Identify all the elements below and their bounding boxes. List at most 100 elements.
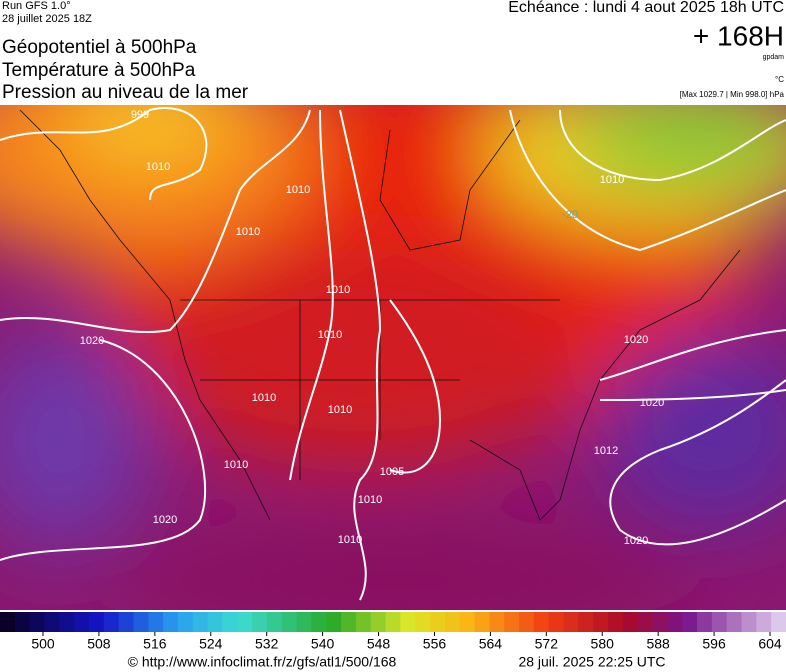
colorbar-swatch bbox=[222, 612, 238, 632]
forecast-time: Echéance : lundi 4 aout 2025 18h UTC bbox=[508, 0, 784, 16]
colorbar-swatch bbox=[326, 612, 342, 632]
colorbar-tick-label: 500 bbox=[31, 636, 55, 652]
colorbar-swatch bbox=[192, 612, 209, 632]
isobar-label: 1010 bbox=[358, 494, 382, 506]
source-url: © http://www.infoclimat.fr/z/gfs/atl1/50… bbox=[128, 654, 397, 670]
unit-gpdam: gpdam bbox=[763, 54, 785, 61]
colorbar-swatch bbox=[385, 612, 401, 632]
colorbar-swatch bbox=[756, 612, 772, 632]
colorbar-swatch bbox=[741, 612, 757, 632]
isobar-label: 1010 bbox=[224, 459, 248, 471]
colorbar-tick-label: 516 bbox=[143, 636, 167, 652]
colorbar-swatch bbox=[578, 612, 594, 632]
isobar-label: 1020 bbox=[624, 535, 648, 547]
colorbar-swatch bbox=[74, 612, 90, 632]
unit-temp: °C bbox=[775, 75, 784, 84]
colorbar-swatch bbox=[103, 612, 120, 632]
colorbar-swatch bbox=[622, 612, 639, 632]
colorbar-swatch bbox=[608, 612, 624, 632]
colorbar-swatch bbox=[593, 612, 609, 632]
colorbar-swatch bbox=[682, 612, 698, 632]
colorbar-swatch bbox=[459, 612, 476, 632]
colorbar-tick-label: 604 bbox=[758, 636, 782, 652]
isobar-label: 1010 bbox=[146, 161, 170, 173]
colorbar-swatch bbox=[771, 612, 786, 632]
isobar-label: 1020 bbox=[153, 514, 177, 526]
isobar-label: 1010 bbox=[236, 226, 260, 238]
title-line: Pression au niveau de la mer bbox=[2, 82, 249, 103]
isobar-label: 1020 bbox=[80, 335, 104, 347]
colorbar-swatch bbox=[430, 612, 446, 632]
colorbar-tick-label: 572 bbox=[535, 636, 559, 652]
colorbar-swatch bbox=[355, 612, 372, 632]
pressure-range: [Max 1029.7 | Min 998.0] hPa bbox=[680, 90, 785, 99]
colorbar-swatch bbox=[266, 612, 283, 632]
colorbar-swatch bbox=[504, 612, 520, 632]
colorbar-swatch bbox=[652, 612, 668, 632]
colorbar-tick-label: 508 bbox=[87, 636, 111, 652]
colorbar-swatch bbox=[252, 612, 268, 632]
colorbar-swatch bbox=[59, 612, 75, 632]
isobar-label: 1010 bbox=[600, 174, 624, 186]
colorbar-swatch bbox=[370, 612, 387, 632]
colorbar-swatch bbox=[548, 612, 565, 632]
colorbar-swatch bbox=[0, 612, 16, 632]
isobar-label: 1010 bbox=[318, 329, 342, 341]
colorbar-swatch bbox=[29, 612, 45, 632]
colorbar-swatch bbox=[133, 612, 149, 632]
colorbar-swatch bbox=[148, 612, 164, 632]
colorbar-tick-label: 524 bbox=[199, 636, 223, 652]
colorbar-swatch bbox=[163, 612, 179, 632]
isobar-label: 1020 bbox=[624, 334, 648, 346]
colorbar-swatch bbox=[296, 612, 312, 632]
colorbar-swatch bbox=[533, 612, 550, 632]
isobar-label: 1010 bbox=[326, 284, 350, 296]
run-date: 28 juillet 2025 18Z bbox=[2, 13, 92, 25]
colorbar-swatch bbox=[637, 612, 654, 632]
map-field bbox=[0, 105, 786, 610]
lead-time: + 168H bbox=[693, 20, 784, 51]
colorbar-swatch bbox=[207, 612, 223, 632]
colorbar-tick-label: 596 bbox=[702, 636, 726, 652]
colorbar-tick-label: 580 bbox=[591, 636, 615, 652]
colorbar-tick-label: 540 bbox=[311, 636, 335, 652]
colorbar-swatch bbox=[118, 612, 134, 632]
isobar-label: 1010 bbox=[252, 392, 276, 404]
colorbar-swatch bbox=[415, 612, 431, 632]
colorbar-tick-label: 556 bbox=[423, 636, 447, 652]
colorbar-swatch bbox=[311, 612, 327, 632]
colorbar-swatch bbox=[444, 612, 461, 632]
issue-date: 28 juil. 2025 22:25 UTC bbox=[518, 654, 665, 670]
colorbar-swatch bbox=[14, 612, 31, 632]
colorbar-swatch bbox=[44, 612, 60, 632]
isobar-label: -20 bbox=[562, 209, 578, 221]
title-line: Géopotentiel à 500hPa bbox=[2, 37, 197, 58]
colorbar-swatch bbox=[667, 612, 683, 632]
colorbar-tick-label: 588 bbox=[646, 636, 670, 652]
colorbar-swatch bbox=[474, 612, 490, 632]
colorbar-swatch bbox=[88, 612, 105, 632]
colorbar-swatch bbox=[237, 612, 253, 632]
colorbar-swatch bbox=[489, 612, 505, 632]
colorbar-tick-label: 532 bbox=[255, 636, 279, 652]
colorbar-swatch bbox=[281, 612, 298, 632]
isobar-label: 1010 bbox=[338, 534, 362, 546]
colorbar-swatch bbox=[711, 612, 728, 632]
title-line: Température à 500hPa bbox=[2, 60, 196, 81]
colorbar-swatch bbox=[400, 612, 416, 632]
isobar-label: 999 bbox=[131, 109, 149, 121]
isobar-label: 1020 bbox=[640, 397, 664, 409]
run-label: Run GFS 1.0° bbox=[2, 0, 71, 12]
colorbar-tick-label: 564 bbox=[479, 636, 503, 652]
isobar-label: 1012 bbox=[594, 445, 618, 457]
isobar-label: 1010 bbox=[286, 184, 310, 196]
isobar-label: 1010 bbox=[328, 404, 352, 416]
colorbar-swatch bbox=[697, 612, 713, 632]
colorbar-swatch bbox=[341, 612, 357, 632]
isobar-label: 1005 bbox=[380, 466, 404, 478]
colorbar-tick-label: 548 bbox=[367, 636, 391, 652]
colorbar-swatch bbox=[726, 612, 743, 632]
colorbar-swatch bbox=[519, 612, 535, 632]
